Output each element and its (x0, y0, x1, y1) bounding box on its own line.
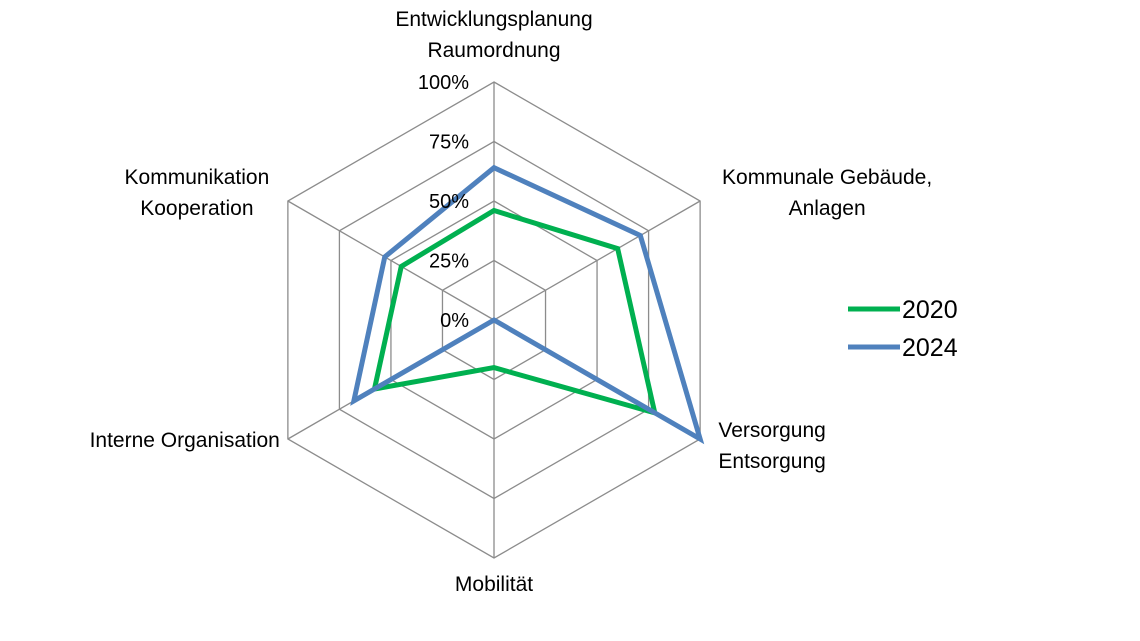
category-label: Mobilität (455, 573, 533, 596)
series-line-2020 (371, 207, 659, 417)
category-label: Kommunale Gebäude, Anlagen (722, 166, 932, 220)
tick-label: 100% (418, 72, 469, 94)
category-label-line: Interne Organisation (90, 429, 280, 452)
category-labels: Entwicklungsplanung Raumordnung Kommunale … (90, 8, 933, 596)
category-label: Versorgung Entsorgung (718, 419, 825, 473)
category-label-line: Kommunale Gebäude, (722, 166, 932, 189)
tick-label: 0% (440, 310, 469, 332)
legend-label: 2024 (902, 334, 958, 362)
category-label-line: Kommunikation (125, 166, 270, 189)
category-label: Entwicklungsplanung Raumordnung (395, 8, 592, 62)
legend: 2020 2024 (848, 296, 958, 362)
tick-label: 75% (429, 132, 469, 154)
category-label-line: Raumordnung (427, 39, 560, 62)
category-label-line: Mobilität (455, 573, 533, 596)
category-label-line: Versorgung (718, 419, 825, 442)
grid (287, 81, 701, 559)
category-label: Kommunikation Kooperation (125, 166, 270, 220)
legend-label: 2020 (902, 296, 958, 324)
category-label-line: Entwicklungsplanung (395, 8, 592, 31)
category-label-line: Anlagen (789, 197, 866, 220)
category-label-line: Entsorgung (718, 450, 825, 473)
series-line-2024 (350, 164, 705, 445)
tick-label: 50% (429, 191, 469, 213)
category-label-line: Kooperation (140, 197, 253, 220)
tick-label: 25% (429, 251, 469, 273)
grid-spoke (287, 200, 495, 321)
grid-spoke (493, 200, 701, 321)
category-label: Interne Organisation (90, 429, 280, 452)
tick-labels: 0% 25% 50% 75% 100% (418, 72, 469, 332)
series-layer (350, 164, 705, 445)
